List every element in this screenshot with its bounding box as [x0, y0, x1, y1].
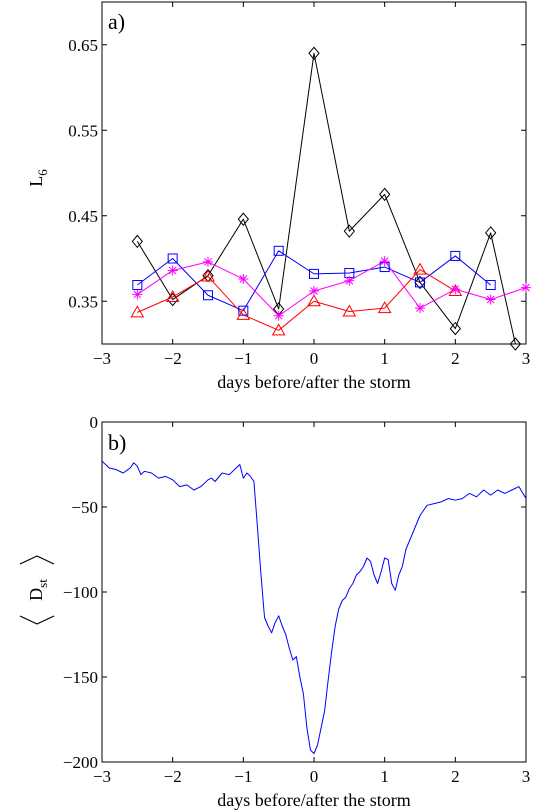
- marker-asterisk: [415, 303, 425, 314]
- marker-diamond: [131, 234, 143, 249]
- y-tick-label-b: 0: [90, 413, 99, 432]
- marker-triangle: [271, 323, 286, 336]
- marker-diamond: [379, 187, 391, 202]
- y-axis-label-b-text: Dst: [26, 579, 50, 601]
- y-tick-label-a: 0.55: [68, 121, 98, 140]
- marker-square: [485, 280, 496, 291]
- x-tick-label-b: −2: [164, 767, 182, 786]
- plot-area-a: −3 −2 −1 0 1 2 3 0.35 0.45 0.55 0.65: [68, 2, 531, 368]
- series-line-a-3: [137, 260, 526, 317]
- marker-asterisk: [167, 265, 178, 276]
- marker-square: [309, 268, 319, 279]
- marker-triangle: [130, 305, 145, 318]
- series-group-b: [102, 460, 526, 754]
- x-tick-label-b: 2: [451, 767, 460, 786]
- y-axis-label-a: L6: [26, 169, 50, 187]
- series-group-a: [136, 52, 526, 344]
- marker-asterisk: [379, 256, 390, 267]
- marker-asterisk: [309, 285, 319, 296]
- x-tick-label-a: 3: [522, 349, 531, 368]
- marker-triangle: [307, 294, 321, 307]
- y-tick-label-a: 0.35: [68, 292, 98, 311]
- marker-asterisk: [344, 275, 355, 286]
- marker-square: [273, 245, 284, 256]
- x-tick-label-b: 3: [522, 767, 531, 786]
- panel-b-chart: −3 −2 −1 0 1 2 3 0 −50 −100 −150 −200 b) days befor…: [19, 413, 530, 810]
- x-tick-label-b: 0: [310, 767, 319, 786]
- x-tick-label-b: −1: [234, 767, 252, 786]
- marker-diamond: [237, 212, 249, 226]
- plot-area-b: −3 −2 −1 0 1 2 3 0 −50 −100 −150 −200: [63, 413, 530, 786]
- marker-square: [450, 250, 461, 261]
- marker-triangle: [413, 262, 427, 275]
- marker-triangle: [342, 304, 357, 317]
- y-axis-label-b-subscript: st: [35, 579, 50, 588]
- y-tick-label-a: 0.65: [68, 36, 98, 55]
- marker-triangle: [201, 269, 215, 282]
- x-tick-label-a: −2: [164, 349, 182, 368]
- panel-label-b: b): [108, 430, 126, 455]
- plot-frame-b: [101, 421, 527, 763]
- y-axis-label-a-main: L: [26, 176, 46, 187]
- marker-square: [167, 253, 178, 264]
- y-tick-label-a: 0.45: [68, 207, 98, 226]
- x-tick-label-b: 1: [380, 767, 389, 786]
- series-line-b-0: [102, 460, 526, 754]
- marker-asterisk: [485, 294, 496, 305]
- panel-label-a: a): [108, 9, 125, 34]
- y-tick-label-b: −50: [71, 498, 98, 517]
- marker-square: [203, 290, 213, 301]
- marker-triangle: [448, 283, 463, 296]
- panel-a-chart: −3 −2 −1 0 1 2 3 0.35 0.45 0.55 0.65 a) days befor…: [26, 1, 531, 392]
- x-tick-label-a: −3: [93, 349, 111, 368]
- y-tick-label-b: −200: [63, 753, 98, 772]
- marker-diamond: [414, 275, 426, 290]
- marker-asterisk: [238, 274, 249, 285]
- x-tick-label-a: 2: [451, 349, 460, 368]
- y-tick-label-b: −100: [63, 583, 98, 602]
- marker-diamond: [202, 268, 214, 283]
- y-axis-label-a-subscript: 6: [35, 169, 50, 176]
- series-line-a-2: [137, 269, 456, 331]
- marker-diamond: [308, 46, 320, 61]
- marker-square: [238, 305, 249, 316]
- y-axis-label-b: Dst: [19, 555, 55, 625]
- x-tick-label-a: 0: [310, 349, 319, 368]
- angle-bracket-left: [19, 615, 55, 625]
- x-tick-label-a: −1: [234, 349, 252, 368]
- x-tick-label-a: 1: [380, 349, 389, 368]
- marker-asterisk: [203, 256, 213, 267]
- marker-asterisk: [273, 310, 284, 321]
- marker-asterisk: [132, 289, 143, 300]
- marker-triangle: [165, 289, 180, 302]
- x-axis-label-b: days before/after the storm: [217, 790, 410, 810]
- marker-diamond: [343, 224, 355, 238]
- x-axis-label-a: days before/after the storm: [217, 372, 410, 392]
- marker-diamond: [449, 321, 461, 336]
- y-axis-label-b-main: D: [26, 588, 46, 601]
- marker-diamond: [509, 337, 522, 351]
- marker-asterisk: [521, 282, 531, 293]
- y-tick-label-b: −150: [63, 668, 98, 687]
- marker-asterisk: [450, 284, 461, 295]
- marker-square: [415, 277, 425, 288]
- marker-diamond: [485, 226, 497, 240]
- x-tick-label-b: −3: [93, 767, 111, 786]
- marker-triangle: [236, 307, 251, 320]
- angle-bracket-right: [19, 555, 55, 565]
- marker-triangle: [377, 301, 392, 314]
